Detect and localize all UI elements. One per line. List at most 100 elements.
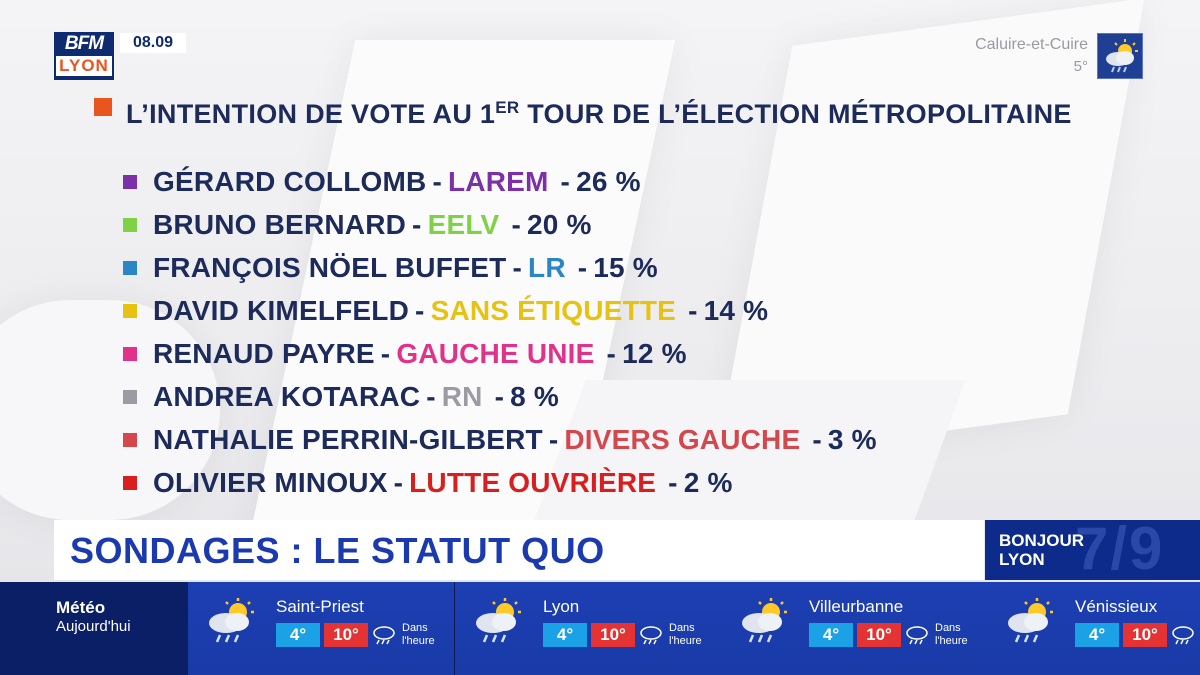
clock: 08.09: [120, 33, 186, 53]
separator: -: [412, 208, 422, 240]
candidate-name: OLIVIER MINOUX: [153, 466, 388, 498]
rain-cloud-icon: [905, 624, 931, 646]
rain-cloud-icon: [372, 624, 398, 646]
separator: -: [426, 380, 436, 412]
vote-percentage: 15 %: [593, 251, 658, 283]
weather-strip-label: [0, 582, 188, 675]
lower-third-banner: [54, 520, 984, 580]
show-name-line2: LYON: [999, 550, 1045, 569]
separator: -: [812, 423, 822, 455]
vote-percentage: 3 %: [827, 423, 877, 455]
party-color-square: [123, 389, 137, 404]
headline: L’INTENTION DE VOTE AU 1ER TOUR DE L’ÉLE…: [126, 90, 1072, 132]
weather-subtitle: Aujourd'hui: [56, 618, 131, 635]
party-color-square: [123, 432, 137, 447]
sun-cloud-rain-icon: [735, 596, 793, 646]
party-color-square: [123, 346, 137, 361]
temp-min: 4°: [1075, 623, 1119, 647]
vote-percentage: 26 %: [576, 165, 641, 197]
separator: -: [380, 337, 391, 369]
candidate-name: GÉRARD COLLOMB: [153, 165, 427, 197]
vote-percentage: 14 %: [703, 294, 769, 326]
sun-cloud-rain-icon: [469, 596, 527, 646]
weather-city-name: Villeurbanne: [809, 597, 904, 616]
candidate-name: FRANÇOIS NÖEL BUFFET: [153, 251, 507, 283]
separator: -: [577, 251, 588, 283]
weather-city-card: Lyon 4° 10° Dans l'heure: [455, 582, 721, 675]
weather-city-name: Vénissieux: [1075, 597, 1158, 616]
show-name: BONJOUR LYON: [999, 531, 1084, 569]
weather-city-card: Villeurbanne 4° 10° Dans l'heure: [721, 582, 987, 675]
rain-forecast-line1: Dans: [669, 622, 695, 634]
candidate-name: RENAUD PAYRE: [153, 337, 375, 369]
separator: -: [668, 466, 678, 498]
headline-text-end: TOUR DE L’ÉLECTION MÉTROPOLITAINE: [519, 99, 1072, 129]
temp-max: 10°: [857, 623, 901, 647]
show-badge: 7/9 BONJOUR LYON: [985, 520, 1200, 580]
temp-max: 10°: [324, 623, 368, 647]
headline-marker: [94, 98, 112, 116]
vote-percentage: 2 %: [683, 466, 733, 498]
weather-city-card: Saint-Priest 4° 10° Dans l'heure: [188, 582, 454, 675]
logo-bottom-text: LYON: [56, 56, 112, 76]
separator: -: [393, 466, 404, 498]
party-color-square: [123, 174, 137, 189]
party-name: DIVERS GAUCHE: [564, 423, 801, 455]
party-name: SANS ÉTIQUETTE: [430, 294, 677, 326]
rain-cloud-icon: [639, 624, 665, 646]
candidate-row: GÉRARD COLLOMB - LAREM -26 %: [123, 160, 877, 203]
rain-forecast: Dans l'heure: [935, 622, 968, 648]
candidate-row: NATHALIE PERRIN-GILBERT - DIVERS GAUCHE -3 …: [123, 418, 877, 461]
candidate-row: BRUNO BERNARD - EELV -20 %: [123, 203, 877, 246]
sun-cloud-rain-icon: [1001, 596, 1059, 646]
party-name: EELV: [427, 208, 500, 240]
separator: -: [432, 165, 442, 197]
candidate-name: ANDREA KOTARAC: [153, 380, 421, 412]
weather-city-name: Saint-Priest: [276, 597, 364, 616]
party-color-square: [123, 260, 137, 275]
candidate-row: OLIVIER MINOUX - LUTTE OUVRIÈRE -2 %: [123, 461, 877, 504]
rain-forecast-line2: l'heure: [669, 635, 702, 647]
candidate-name: DAVID KIMELFELD: [153, 294, 410, 326]
party-name: LR: [528, 251, 566, 283]
separator: -: [415, 294, 425, 326]
weather-city-name: Lyon: [543, 597, 580, 616]
corner-weather-city: Caluire-et-Cuire: [975, 36, 1088, 53]
candidate-name: NATHALIE PERRIN-GILBERT: [153, 423, 543, 455]
rain-cloud-icon: [1171, 624, 1197, 646]
separator: -: [688, 294, 698, 326]
party-color-square: [123, 217, 137, 232]
lower-third-title: SONDAGES : LE STATUT QUO: [70, 530, 605, 571]
rain-forecast-line1: Dans: [935, 622, 961, 634]
separator: -: [494, 380, 505, 412]
vote-percentage: 20 %: [526, 208, 592, 240]
show-name-line1: BONJOUR: [999, 531, 1085, 550]
temp-min: 4°: [809, 623, 853, 647]
rain-forecast: Dans l'heure: [402, 622, 435, 648]
candidate-row: FRANÇOIS NÖEL BUFFET - LR -15 %: [123, 246, 877, 289]
party-name: GAUCHE UNIE: [396, 337, 595, 369]
corner-weather-temp: 5°: [1073, 58, 1088, 75]
channel-logo: BFM LYON: [54, 32, 114, 80]
vote-percentage: 12 %: [622, 337, 687, 369]
rain-forecast-line1: Dans: [402, 622, 428, 634]
sun-cloud-rain-icon: [202, 596, 260, 646]
candidate-list: GÉRARD COLLOMB - LAREM -26 % BRUNO BERNARD - E…: [123, 160, 877, 504]
show-badge-background: 7/9: [1075, 520, 1165, 580]
sun-cloud-rain-icon: [1097, 33, 1143, 79]
temp-max: 10°: [1123, 623, 1167, 647]
party-name: LUTTE OUVRIÈRE: [409, 466, 657, 498]
candidate-row: DAVID KIMELFELD - SANS ÉTIQUETTE -14 %: [123, 289, 877, 332]
temp-max: 10°: [591, 623, 635, 647]
party-name: LAREM: [447, 165, 549, 197]
candidate-name: BRUNO BERNARD: [153, 208, 407, 240]
logo-top-text: BFM: [64, 33, 104, 54]
headline-text: L’INTENTION DE VOTE AU 1: [126, 99, 496, 129]
temp-min: 4°: [543, 623, 587, 647]
separator: -: [560, 165, 571, 197]
vote-percentage: 8 %: [510, 380, 559, 412]
temp-min: 4°: [276, 623, 320, 647]
rain-forecast-line2: l'heure: [935, 635, 968, 647]
headline-ordinal: ER: [495, 98, 520, 117]
